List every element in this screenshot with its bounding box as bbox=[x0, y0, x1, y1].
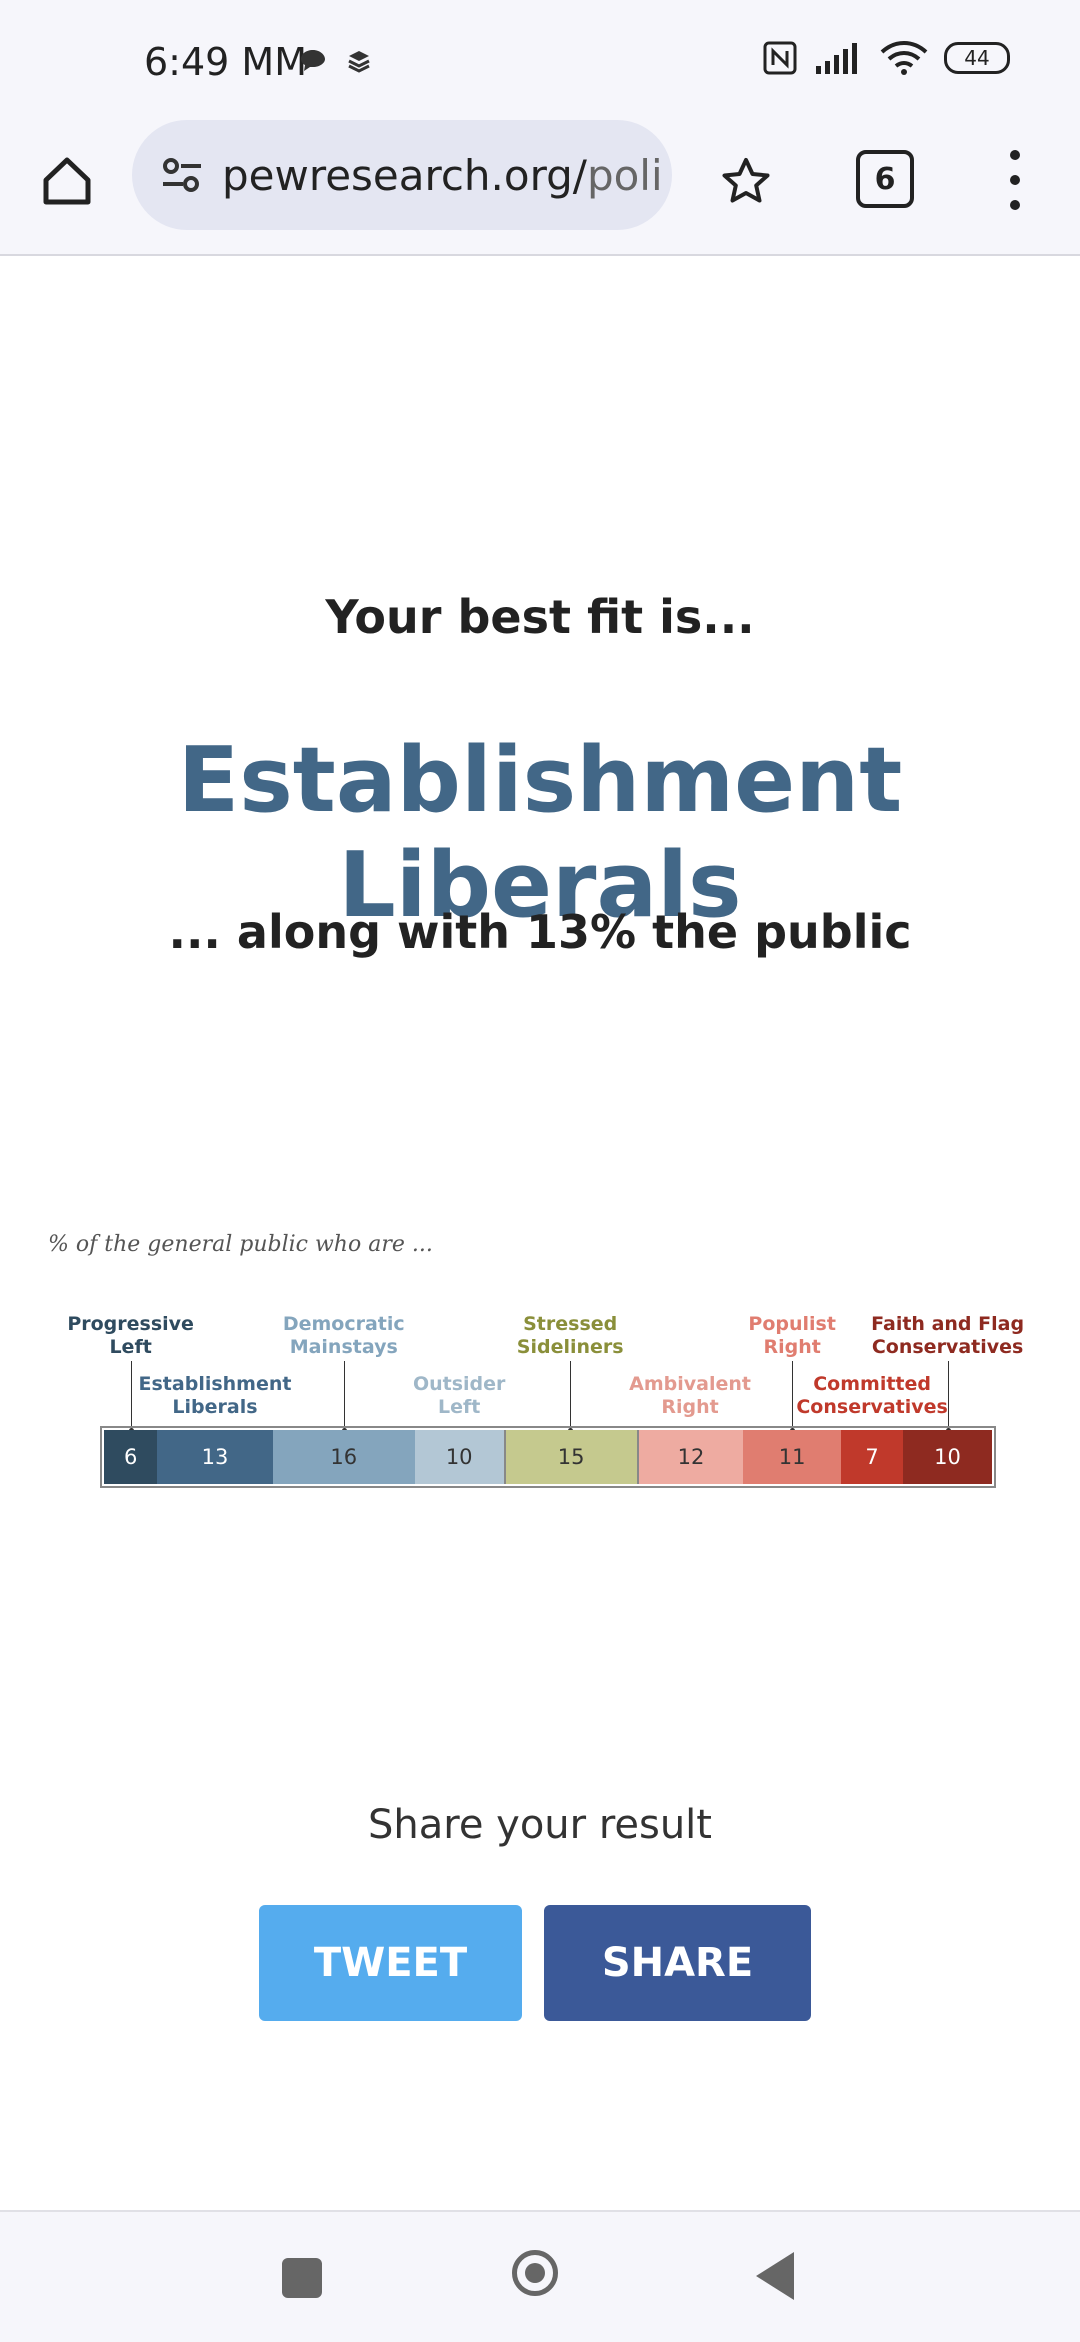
menu-dot bbox=[1010, 200, 1020, 210]
category-label: Democratic Mainstays bbox=[283, 1313, 405, 1359]
back-button[interactable] bbox=[756, 2252, 794, 2300]
stacked-bar: 6 13 16 10 15 12 11 7 10 bbox=[104, 1430, 992, 1484]
bar-segment: 6 bbox=[104, 1430, 158, 1484]
category-label-line: Left bbox=[109, 1336, 152, 1358]
bar-segment: 7 bbox=[840, 1430, 904, 1484]
typology-result-title: Establishment Liberals bbox=[177, 728, 903, 938]
bar-segment: 11 bbox=[743, 1430, 841, 1484]
system-nav-bar bbox=[0, 2210, 1080, 2342]
label-leader-line bbox=[570, 1361, 572, 1430]
bar-segment: 16 bbox=[272, 1430, 415, 1484]
url-path: polit bbox=[586, 150, 662, 200]
home-nav-button[interactable] bbox=[512, 2250, 558, 2296]
chart-frame bbox=[100, 1426, 996, 1488]
category-label-line: Left bbox=[438, 1396, 481, 1418]
battery-indicator: 44 bbox=[944, 42, 1010, 74]
category-label-line: Liberals bbox=[172, 1396, 258, 1418]
bar-segment: 10 bbox=[414, 1430, 504, 1484]
category-label: Ambivalent Right bbox=[629, 1373, 751, 1419]
category-label-line: Committed bbox=[813, 1373, 931, 1395]
category-label-line: Populist bbox=[748, 1313, 836, 1335]
category-label-line: Right bbox=[763, 1336, 821, 1358]
category-label-line: Establishment bbox=[138, 1373, 292, 1395]
notification-icons bbox=[298, 46, 374, 76]
layers-icon bbox=[348, 51, 370, 73]
public-share-text: ... along with 13% the public bbox=[168, 905, 912, 959]
category-label: Faith and Flag Conservatives bbox=[871, 1313, 1024, 1359]
url-text[interactable]: pewresearch.org/polit bbox=[222, 151, 662, 200]
share-button[interactable]: SHARE bbox=[544, 1905, 811, 2021]
category-label-line: Conservatives bbox=[796, 1396, 948, 1418]
tweet-button[interactable]: TWEET bbox=[259, 1905, 522, 2021]
category-label-line: Conservatives bbox=[871, 1336, 1024, 1358]
category-label-line: Ambivalent bbox=[629, 1373, 751, 1395]
url-domain: pewresearch.org/ bbox=[222, 150, 587, 200]
star-icon bbox=[722, 158, 770, 203]
bar-segment: 12 bbox=[636, 1430, 744, 1484]
overflow-menu-button[interactable] bbox=[1000, 150, 1030, 210]
category-label: Committed Conservatives bbox=[796, 1373, 947, 1419]
category-label-line: Right bbox=[661, 1396, 719, 1418]
category-label: Establishment Liberals bbox=[139, 1373, 292, 1419]
label-leader-line bbox=[947, 1361, 949, 1430]
browser-toolbar: pewresearch.org/polit 6 bbox=[0, 120, 1080, 256]
system-status-icons: 44 bbox=[762, 40, 1010, 76]
status-bar: 6:49 MM 44 bbox=[0, 0, 1080, 120]
label-leader-line bbox=[343, 1361, 345, 1430]
tab-switcher-button[interactable]: 6 bbox=[856, 150, 914, 208]
chart-caption: % of the general public who are ... bbox=[48, 1232, 433, 1257]
category-label: Progressive Left bbox=[67, 1313, 194, 1359]
menu-dot bbox=[1010, 175, 1020, 185]
bar-segment: 10 bbox=[903, 1430, 992, 1484]
category-label-line: Stressed bbox=[523, 1313, 618, 1335]
category-label-line: Faith and Flag bbox=[871, 1313, 1025, 1335]
category-label-line: Outsider bbox=[412, 1373, 506, 1395]
site-settings-icon[interactable] bbox=[154, 147, 210, 203]
category-label: Outsider Left bbox=[413, 1373, 505, 1419]
signal-icon bbox=[816, 43, 857, 74]
wifi-icon bbox=[880, 41, 928, 75]
bar-segment: 13 bbox=[157, 1430, 273, 1484]
bookmark-star-button[interactable] bbox=[716, 152, 776, 212]
category-label-line: Democratic bbox=[282, 1313, 405, 1335]
status-time: 6:49 MM bbox=[144, 40, 307, 84]
nfc-icon bbox=[763, 41, 797, 75]
category-label-line: Progressive bbox=[67, 1313, 194, 1335]
chat-bubble-icon bbox=[301, 50, 325, 71]
menu-dot bbox=[1010, 150, 1020, 160]
share-title: Share your result bbox=[368, 1802, 712, 1848]
category-label: Stressed Sideliners bbox=[517, 1313, 624, 1359]
url-bar[interactable]: pewresearch.org/polit bbox=[132, 120, 672, 230]
bar-segment: 15 bbox=[503, 1430, 637, 1484]
home-button[interactable] bbox=[36, 150, 98, 212]
label-leader-line bbox=[130, 1361, 132, 1430]
label-leader-line bbox=[792, 1361, 794, 1430]
category-label: Populist Right bbox=[748, 1313, 836, 1359]
best-fit-intro: Your best fit is... bbox=[325, 590, 755, 644]
home-icon bbox=[43, 157, 91, 205]
category-label-line: Mainstays bbox=[289, 1336, 398, 1358]
recents-button[interactable] bbox=[282, 2258, 322, 2298]
category-label-line: Sideliners bbox=[516, 1336, 624, 1358]
